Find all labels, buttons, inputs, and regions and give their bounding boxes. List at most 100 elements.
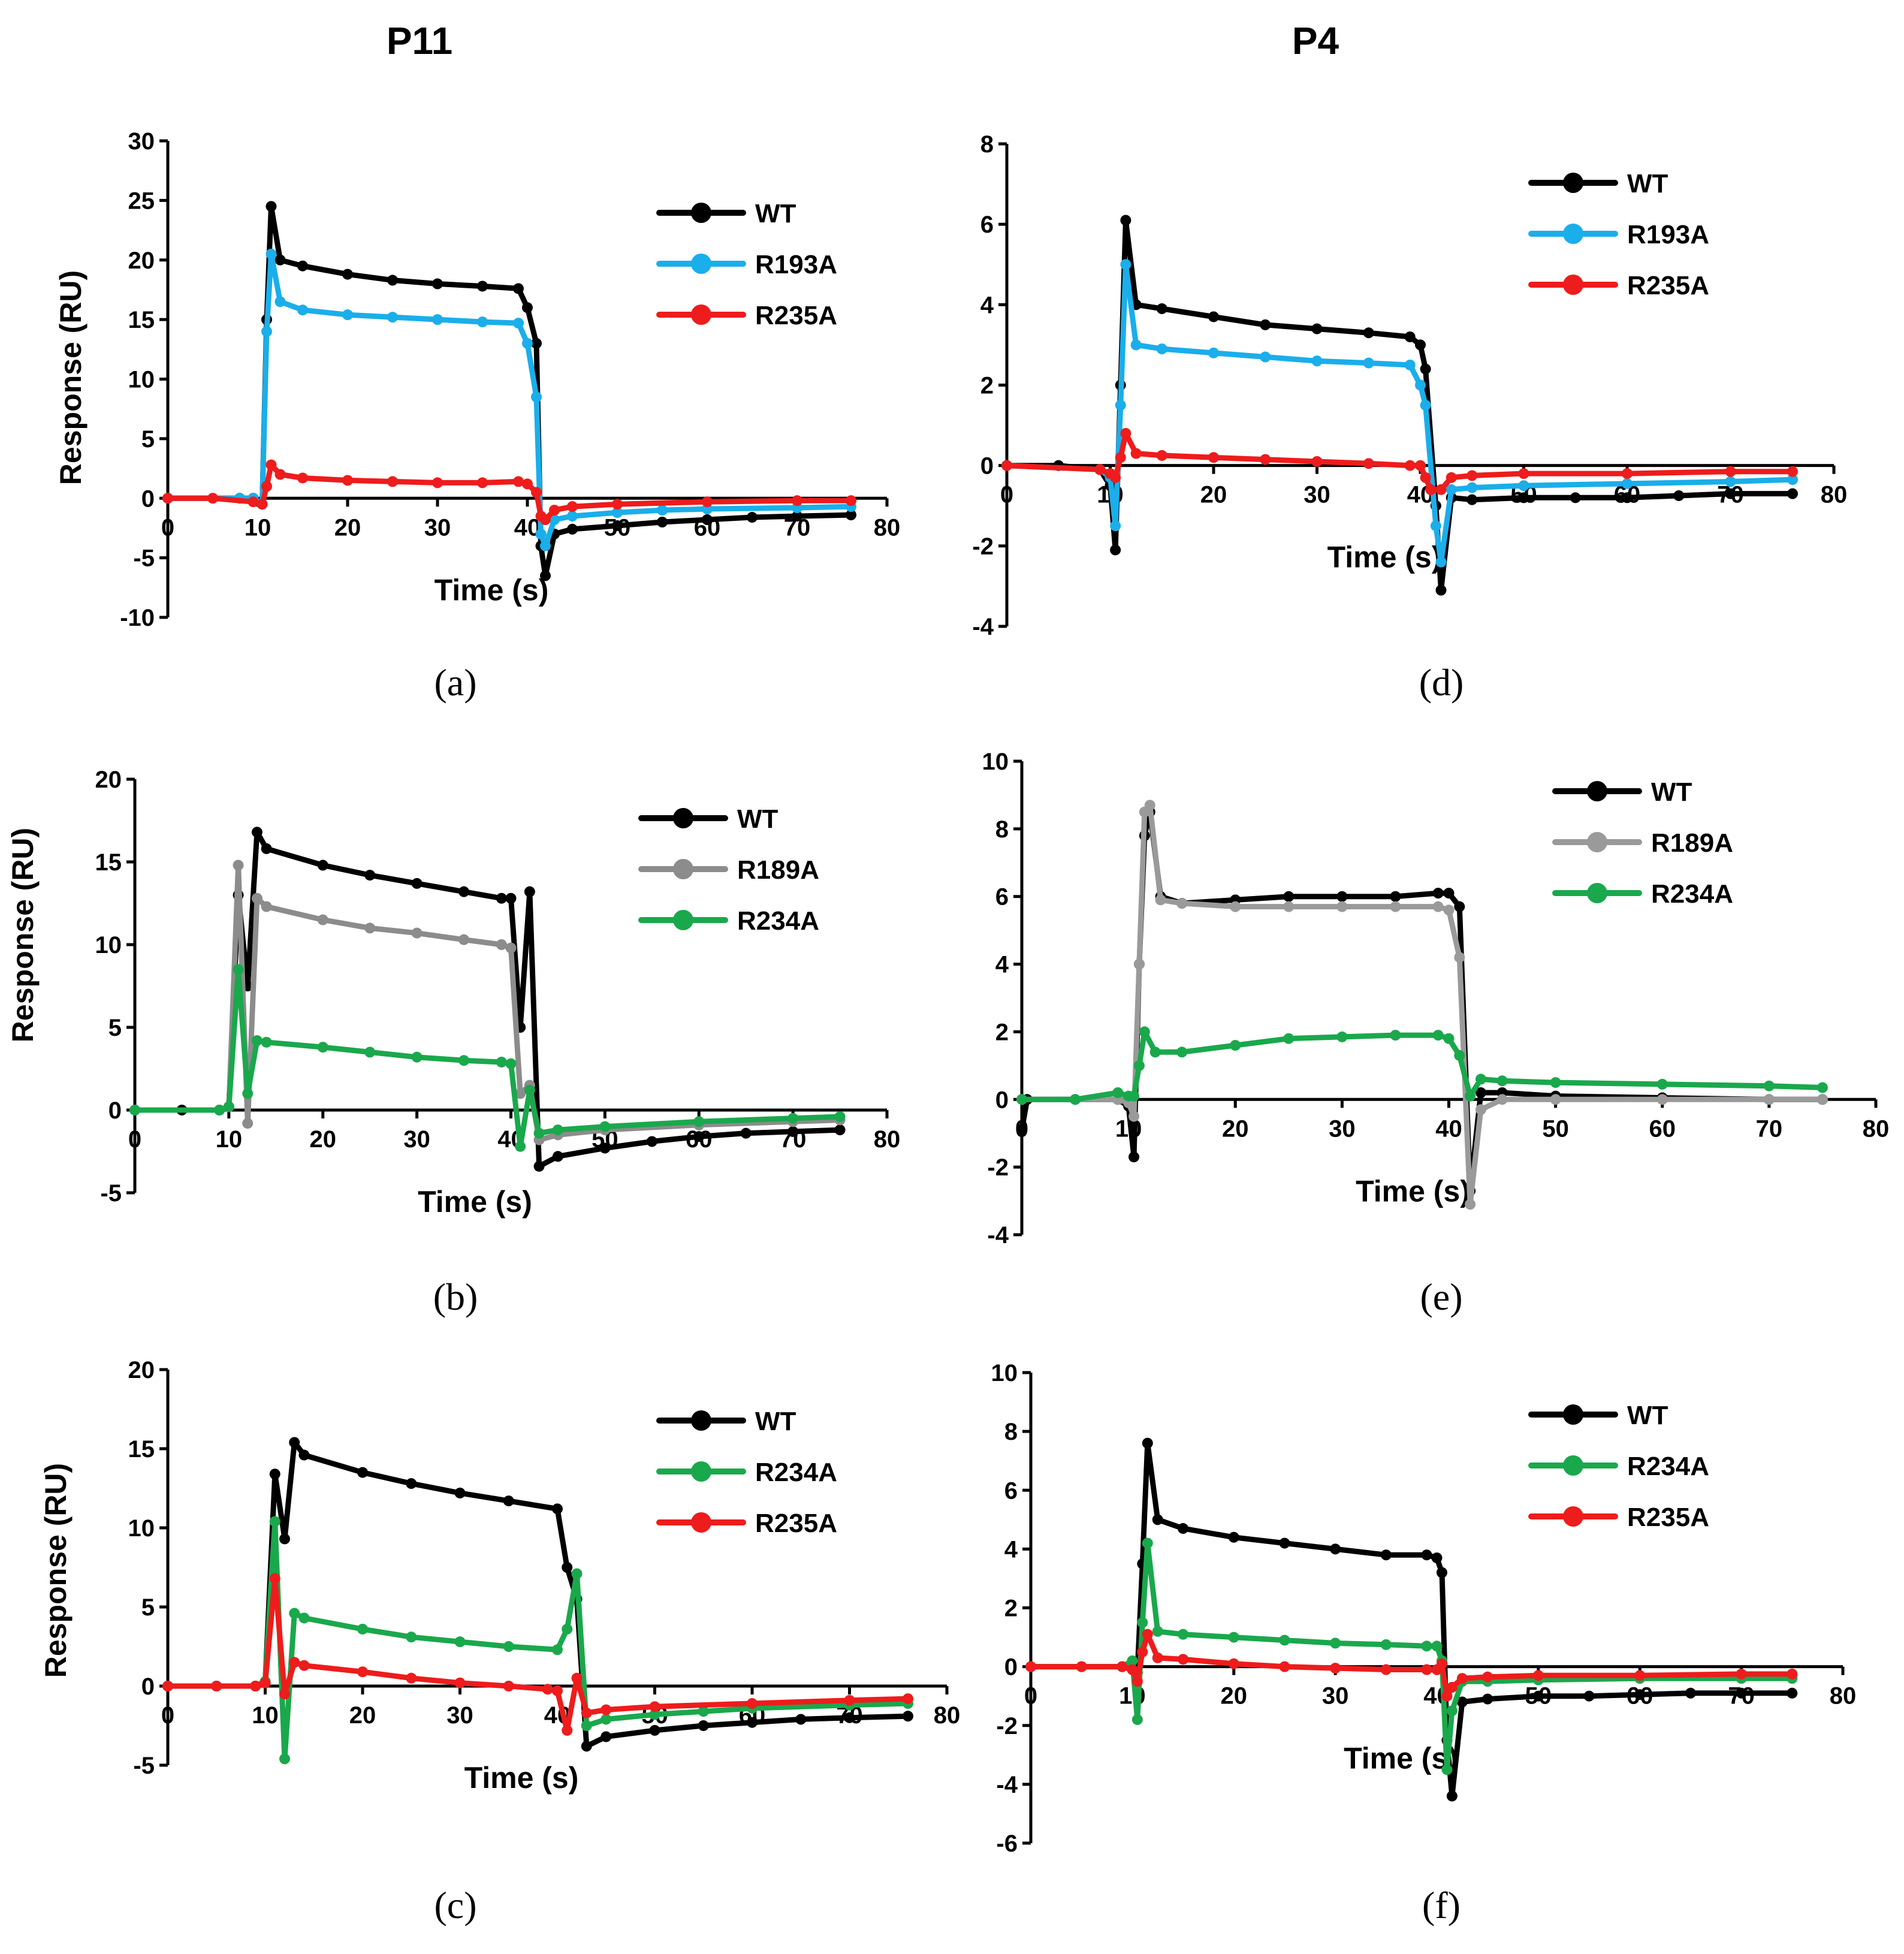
data-point: [251, 1035, 262, 1047]
data-point: [1435, 484, 1447, 495]
data-point: [1390, 1030, 1401, 1041]
y-tick-label: 5: [141, 1594, 155, 1621]
series-r234a: [162, 1516, 913, 1765]
data-point: [1142, 1437, 1153, 1449]
data-point: [599, 1142, 611, 1154]
legend-marker-r235a: [1563, 1506, 1583, 1527]
legend-label-wt: WT: [1627, 169, 1668, 198]
data-point: [1025, 1661, 1036, 1672]
data-point: [533, 1127, 545, 1139]
legend-marker-wt: [1563, 1404, 1583, 1425]
data-point: [1432, 901, 1444, 912]
legend-label-r193a: R193A: [1627, 220, 1709, 249]
data-point: [649, 1701, 660, 1712]
legend-marker-r235a: [1563, 275, 1583, 295]
data-point: [1110, 472, 1121, 483]
y-tick-label: -5: [100, 1180, 122, 1207]
y-tick-label: 4: [995, 952, 1009, 978]
data-point: [1260, 351, 1271, 363]
data-point: [1446, 1681, 1458, 1693]
data-point: [693, 1116, 705, 1127]
data-point: [1110, 520, 1121, 532]
data-point: [505, 1058, 517, 1069]
data-point: [1001, 460, 1012, 471]
legend-marker-wt: [673, 808, 693, 828]
data-point: [1156, 343, 1167, 355]
y-tick-label: -2: [996, 1713, 1018, 1739]
series-line: [1004, 261, 1796, 565]
legend-label-wt: WT: [1627, 1401, 1668, 1430]
data-point: [747, 1717, 758, 1728]
data-point: [1443, 904, 1455, 916]
legend-label-wt: WT: [737, 804, 779, 834]
data-point: [503, 1641, 514, 1652]
series-r235a: [162, 459, 856, 526]
data-point: [1363, 327, 1374, 339]
data-point: [1176, 1047, 1188, 1058]
data-point: [1736, 1687, 1747, 1699]
data-point: [1380, 1639, 1392, 1650]
legend-label-r189a: R189A: [1651, 828, 1733, 858]
data-point: [1431, 1641, 1443, 1652]
x-tick-label: 20: [1221, 1683, 1248, 1709]
data-point: [1685, 1687, 1696, 1699]
data-point: [531, 487, 542, 498]
y-tick-label: 0: [108, 1097, 122, 1124]
data-point: [1415, 460, 1426, 471]
series-r189a: [1016, 800, 1828, 1210]
data-point: [233, 964, 244, 975]
data-point: [251, 827, 262, 838]
x-tick-label: 0: [161, 514, 174, 541]
data-point: [1330, 1638, 1341, 1649]
data-point: [289, 1437, 300, 1448]
data-point: [1725, 488, 1736, 499]
data-point: [357, 1666, 368, 1678]
data-point: [503, 1681, 514, 1691]
y-axis-title: Response (RU): [39, 1463, 73, 1678]
data-point: [261, 326, 272, 337]
data-point: [496, 939, 507, 950]
x-tick-label: 10: [252, 1702, 279, 1729]
data-point: [1465, 1199, 1476, 1210]
data-point: [612, 507, 623, 518]
data-point: [432, 477, 443, 488]
x-tick-label: 80: [1821, 482, 1848, 508]
legend-label-r189a: R189A: [737, 855, 819, 885]
data-point: [844, 1712, 855, 1723]
data-point: [265, 459, 277, 471]
y-tick-label: 10: [991, 1360, 1018, 1386]
data-point: [531, 391, 542, 403]
legend-label-wt: WT: [755, 1407, 796, 1436]
data-point: [1178, 1629, 1189, 1640]
data-point: [1763, 1080, 1775, 1091]
y-tick-label: -4: [996, 1772, 1018, 1798]
data-point: [581, 1707, 592, 1718]
data-point: [540, 540, 551, 551]
x-tick-label: 0: [1000, 482, 1013, 508]
series-line: [165, 462, 854, 523]
x-tick-label: 30: [1329, 1115, 1356, 1142]
x-axis-title: Time (s): [1344, 1742, 1458, 1775]
data-point: [747, 1698, 758, 1709]
x-tick-label: 80: [934, 1702, 961, 1729]
data-point: [406, 1478, 417, 1489]
data-point: [317, 914, 328, 925]
data-point: [279, 1533, 290, 1545]
data-point: [513, 318, 524, 329]
data-point: [1363, 357, 1374, 369]
data-point: [1763, 1094, 1775, 1105]
data-point: [432, 278, 443, 290]
data-point: [1443, 1033, 1455, 1044]
data-point: [533, 1160, 545, 1172]
y-tick-label: -4: [987, 1222, 1009, 1249]
data-point: [1446, 1790, 1458, 1802]
data-point: [513, 476, 524, 487]
data-point: [1336, 891, 1348, 902]
data-point: [1363, 458, 1374, 469]
legend-marker-wt: [691, 203, 711, 223]
chart-panel-b: -50510152001020304050607080Time (s)Respo…: [6, 767, 900, 1318]
data-point: [1260, 319, 1271, 330]
data-point: [223, 1101, 234, 1112]
data-point: [540, 514, 551, 526]
y-tick-label: 10: [982, 749, 1009, 775]
